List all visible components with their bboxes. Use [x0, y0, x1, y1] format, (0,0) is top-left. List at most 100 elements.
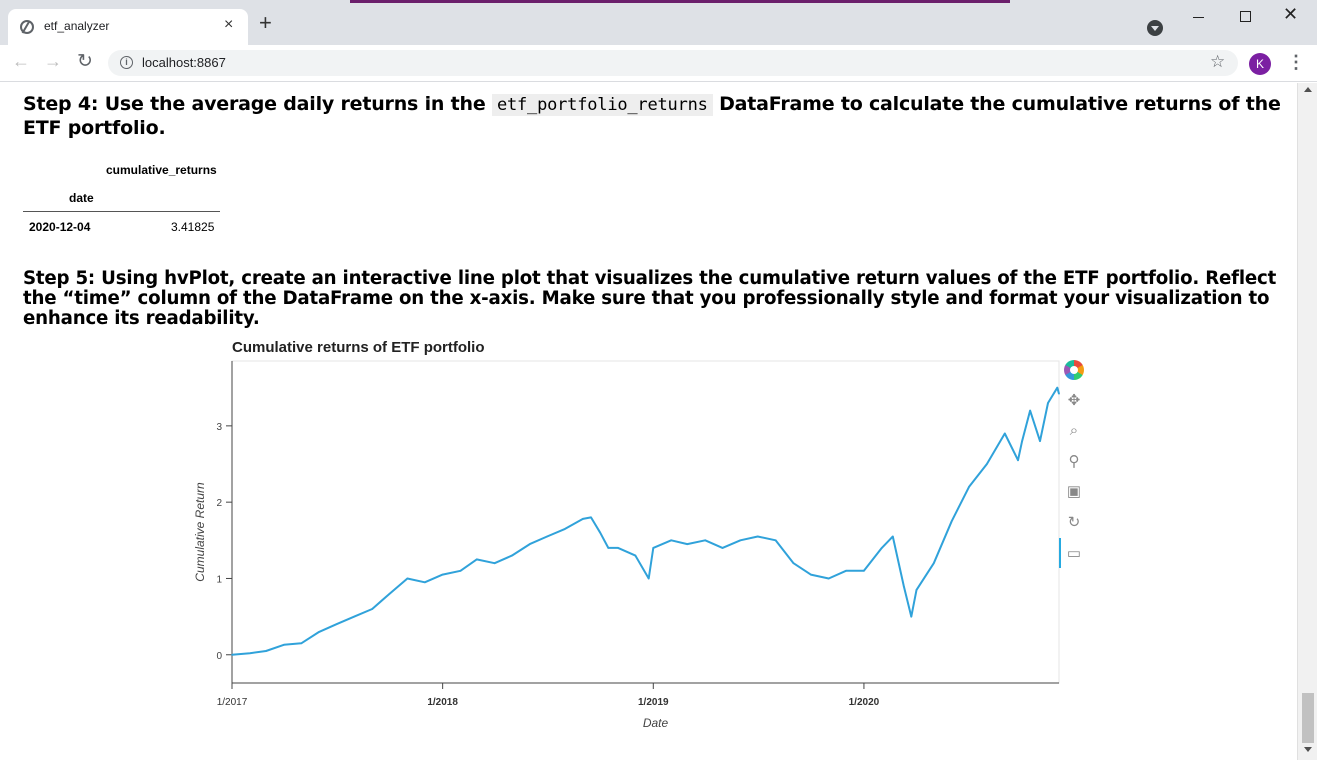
data-point: [810, 573, 812, 576]
scrollbar-thumb[interactable]: [1302, 693, 1314, 743]
data-point: [950, 520, 953, 523]
data-point: [511, 554, 513, 557]
df-divider: [23, 211, 220, 212]
data-point: [756, 535, 759, 538]
step4-code: etf_portfolio_returns: [491, 94, 713, 116]
data-point: [1021, 440, 1023, 442]
data-point: [932, 562, 935, 565]
data-point: [318, 631, 320, 633]
data-point: [1017, 459, 1019, 461]
series-line: [231, 386, 1060, 656]
forward-button[interactable]: →: [44, 51, 62, 71]
data-point: [739, 539, 742, 542]
data-point: [670, 539, 672, 542]
step4-suffix: DataFrame to calculate the cumulative re…: [23, 93, 1281, 139]
address-bar[interactable]: i localhost:8867 ☆: [108, 50, 1238, 76]
data-point: [475, 558, 478, 561]
active-tool-indicator: [1059, 538, 1061, 568]
pan-tool-icon[interactable]: ✥: [1067, 392, 1081, 409]
browser-menu-icon[interactable]: ⋮: [1287, 52, 1305, 72]
chart-title: Cumulative returns of ETF portfolio: [232, 339, 485, 356]
new-tab-button[interactable]: +: [259, 10, 272, 35]
data-point: [528, 543, 531, 545]
bookmark-star-icon[interactable]: ☆: [1210, 52, 1226, 71]
data-point: [590, 516, 592, 519]
reset-tool-icon[interactable]: ↻: [1067, 514, 1081, 531]
data-point: [721, 547, 724, 549]
close-tab-icon[interactable]: ×: [224, 16, 234, 33]
y-tick-label: 0: [216, 651, 222, 662]
y-axis-label: Cumulative Return: [193, 482, 207, 582]
data-point: [283, 644, 285, 646]
y-tick-label: 2: [216, 498, 222, 509]
step4-prefix: Step 4: Use the average daily returns in…: [23, 93, 492, 115]
data-point: [986, 463, 988, 465]
data-point: [617, 547, 619, 549]
x-axis-label: Date: [643, 716, 669, 730]
data-point: [231, 653, 233, 656]
scroll-down-arrow-icon[interactable]: [1304, 747, 1312, 752]
data-point: [827, 577, 830, 580]
box-zoom-tool-icon[interactable]: ⌕: [1069, 421, 1079, 439]
reload-button[interactable]: ↻: [77, 51, 93, 72]
data-point: [1047, 402, 1049, 404]
browser-tab[interactable]: etf_analyzer ×: [8, 9, 248, 45]
data-point: [265, 650, 267, 652]
data-point: [652, 547, 655, 549]
data-point: [915, 589, 918, 591]
plot-frame: [231, 360, 1060, 684]
data-point: [459, 570, 462, 572]
data-point: [634, 554, 637, 557]
data-point: [910, 615, 913, 618]
maximize-button[interactable]: [1240, 11, 1251, 22]
data-point: [792, 562, 795, 565]
data-point: [406, 577, 409, 580]
hover-tool-icon[interactable]: ▭: [1066, 545, 1082, 562]
bokeh-toolbar: ✥ ⌕ ⚲ ▣ ↻ ▭: [1059, 360, 1088, 590]
data-point: [388, 592, 391, 595]
data-point: [902, 585, 905, 587]
site-info-icon[interactable]: i: [120, 56, 133, 69]
tab-search-icon[interactable]: [1147, 20, 1163, 36]
window-close-button[interactable]: ✕: [1283, 4, 1299, 24]
data-point: [891, 535, 894, 538]
line-chart[interactable]: 0 1 2 3 1/2017 1/2018 1/2019 1/2020 Date Cumulati…: [180, 351, 1060, 751]
data-point: [353, 615, 356, 618]
minimize-button[interactable]: [1193, 17, 1204, 18]
data-point: [1029, 409, 1031, 412]
save-tool-icon[interactable]: ▣: [1066, 483, 1082, 500]
df-row-value: 3.41825: [171, 220, 215, 234]
data-point: [582, 518, 584, 520]
x-tick-label: 1/2020: [849, 697, 880, 708]
data-point: [845, 570, 847, 572]
data-point: [300, 642, 303, 645]
bokeh-logo-icon[interactable]: [1064, 360, 1084, 380]
wheel-zoom-tool-icon[interactable]: ⚲: [1068, 453, 1080, 470]
page-scrollbar[interactable]: [1297, 83, 1317, 760]
df-row-index: 2020-12-04: [29, 220, 91, 234]
profile-avatar[interactable]: K: [1249, 53, 1271, 75]
scroll-up-arrow-icon[interactable]: [1304, 87, 1312, 92]
globe-icon: [20, 20, 34, 34]
data-point: [599, 531, 601, 534]
url-text[interactable]: localhost:8867: [142, 55, 226, 70]
data-point: [1056, 386, 1059, 389]
data-point: [1058, 393, 1060, 395]
data-point: [1039, 440, 1041, 442]
data-point: [607, 547, 610, 549]
data-point: [564, 528, 566, 530]
data-point: [546, 535, 548, 538]
step5-heading: Step 5: Using hvPlot, create an interact…: [23, 268, 1277, 329]
browser-toolbar: ← → ↻ i localhost:8867 ☆ K ⋮: [0, 45, 1317, 82]
data-point: [704, 539, 707, 542]
data-point: [493, 562, 496, 565]
data-point: [686, 543, 689, 545]
x-tick-label: 1/2018: [427, 697, 458, 708]
title-bar-strip: [0, 0, 1317, 3]
data-point: [881, 547, 883, 549]
x-tick-label: 1/2019: [638, 697, 669, 708]
data-point: [441, 573, 444, 576]
data-point: [1003, 432, 1006, 435]
data-point: [335, 623, 338, 626]
back-button[interactable]: ←: [12, 51, 30, 71]
